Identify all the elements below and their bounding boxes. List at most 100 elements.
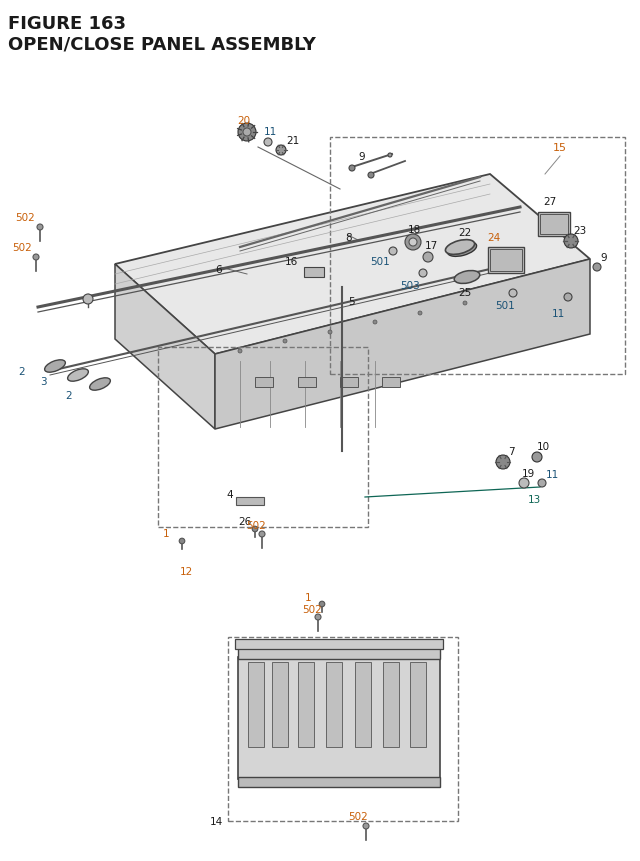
Bar (235, 639, 443, 649)
Text: 26: 26 (238, 517, 252, 526)
Text: 1: 1 (305, 592, 312, 603)
Circle shape (264, 139, 272, 147)
Bar (410, 662, 426, 747)
Text: 11: 11 (546, 469, 559, 480)
Bar (304, 268, 324, 278)
Circle shape (328, 331, 332, 335)
Bar (228, 637, 458, 821)
Text: 11: 11 (264, 127, 277, 137)
Ellipse shape (68, 369, 88, 381)
Circle shape (538, 480, 546, 487)
Circle shape (532, 453, 542, 462)
Text: 17: 17 (425, 241, 438, 251)
Text: 21: 21 (286, 136, 300, 146)
Bar (238, 777, 440, 787)
Ellipse shape (45, 361, 65, 373)
Circle shape (33, 255, 39, 261)
Polygon shape (115, 175, 590, 355)
Circle shape (276, 146, 286, 156)
Bar (383, 662, 399, 747)
Text: 502: 502 (15, 213, 35, 223)
Text: 24: 24 (487, 232, 500, 243)
Circle shape (389, 248, 397, 256)
Circle shape (418, 312, 422, 316)
Bar (158, 348, 368, 528)
Text: 2: 2 (18, 367, 24, 376)
Circle shape (409, 238, 417, 247)
Text: 502: 502 (246, 520, 266, 530)
Polygon shape (215, 260, 590, 430)
Text: 502: 502 (302, 604, 322, 614)
Bar (298, 662, 314, 747)
Text: 5: 5 (348, 297, 355, 307)
Text: 6: 6 (215, 264, 221, 275)
Circle shape (509, 289, 517, 298)
Text: 1: 1 (163, 529, 170, 538)
Text: 502: 502 (348, 811, 368, 821)
Circle shape (252, 527, 258, 532)
Text: FIGURE 163: FIGURE 163 (8, 15, 126, 33)
Text: 25: 25 (458, 288, 471, 298)
Bar (236, 498, 264, 505)
Bar (538, 213, 570, 237)
Bar (238, 647, 440, 660)
Bar (238, 657, 440, 779)
Ellipse shape (454, 271, 480, 284)
Circle shape (519, 479, 529, 488)
Text: 10: 10 (537, 442, 550, 451)
Text: 9: 9 (358, 152, 365, 162)
Text: 503: 503 (400, 281, 420, 291)
Circle shape (259, 531, 265, 537)
Text: 2: 2 (65, 391, 72, 400)
Circle shape (405, 235, 421, 251)
Ellipse shape (447, 242, 477, 257)
Bar (248, 662, 264, 747)
Circle shape (315, 614, 321, 620)
Text: 13: 13 (528, 494, 541, 505)
Text: 502: 502 (12, 243, 32, 253)
Circle shape (496, 455, 510, 469)
Text: 20: 20 (237, 116, 250, 126)
Circle shape (238, 350, 242, 354)
Polygon shape (115, 264, 215, 430)
Bar (490, 250, 522, 272)
Circle shape (419, 269, 427, 278)
Bar (340, 378, 358, 387)
Circle shape (368, 173, 374, 179)
Bar (272, 662, 288, 747)
Circle shape (179, 539, 185, 544)
Text: 18: 18 (408, 225, 421, 235)
Circle shape (564, 235, 578, 249)
Bar (330, 138, 625, 375)
Circle shape (243, 129, 251, 137)
Text: 11: 11 (552, 308, 565, 319)
Bar (326, 662, 342, 747)
Circle shape (564, 294, 572, 301)
Bar (298, 378, 316, 387)
Text: 27: 27 (543, 197, 556, 207)
Text: 14: 14 (210, 816, 223, 826)
Bar (382, 378, 400, 387)
Circle shape (423, 253, 433, 263)
Bar (540, 214, 568, 235)
Ellipse shape (445, 240, 475, 255)
Circle shape (373, 320, 377, 325)
Circle shape (37, 225, 43, 231)
Text: 8: 8 (345, 232, 351, 243)
Circle shape (363, 823, 369, 829)
Ellipse shape (90, 378, 110, 391)
Text: 7: 7 (508, 447, 515, 456)
Text: 501: 501 (370, 257, 390, 267)
Text: 22: 22 (458, 228, 471, 238)
Circle shape (388, 154, 392, 158)
Text: 4: 4 (226, 489, 232, 499)
Circle shape (349, 166, 355, 172)
Circle shape (463, 301, 467, 306)
Text: OPEN/CLOSE PANEL ASSEMBLY: OPEN/CLOSE PANEL ASSEMBLY (8, 35, 316, 53)
Circle shape (238, 124, 256, 142)
Text: 501: 501 (495, 300, 515, 311)
Bar (355, 662, 371, 747)
Text: 19: 19 (522, 468, 535, 479)
Bar (488, 248, 524, 274)
Text: 12: 12 (180, 567, 193, 576)
